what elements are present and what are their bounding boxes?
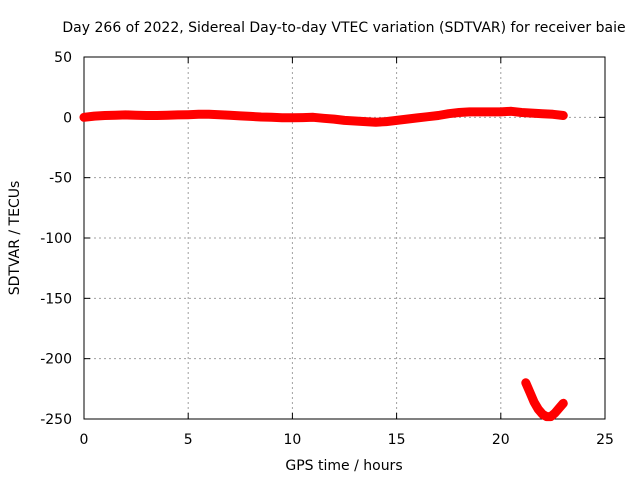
data-point: [257, 112, 266, 121]
data-point: [525, 388, 534, 397]
data-point: [330, 115, 339, 124]
data-point: [496, 107, 505, 116]
data-point: [205, 110, 214, 119]
data-point: [277, 113, 286, 122]
x-tick-label: 0: [80, 432, 89, 448]
data-point: [163, 111, 172, 120]
chart-title: Day 266 of 2022, Sidereal Day-to-day VTE…: [62, 20, 625, 36]
x-tick-label: 10: [283, 432, 301, 448]
data-point: [298, 113, 307, 122]
series-band: [521, 378, 568, 422]
y-tick-label: -100: [40, 231, 72, 247]
y-tick-label: -200: [40, 352, 72, 368]
data-point: [517, 108, 526, 117]
y-tick-label: 0: [63, 110, 72, 126]
data-point: [555, 404, 564, 413]
data-point: [184, 110, 193, 119]
data-point: [350, 116, 359, 125]
data-point: [423, 112, 432, 121]
data-point: [194, 110, 203, 119]
data-point: [121, 110, 130, 119]
y-axis-label: SDTVAR / TECUs: [7, 181, 23, 296]
data-point: [80, 113, 88, 122]
y-tick-label: -50: [49, 171, 72, 187]
data-point: [548, 110, 557, 119]
data-point: [319, 114, 328, 123]
data-point: [521, 378, 530, 387]
data-point: [309, 113, 318, 122]
data-point: [475, 107, 484, 116]
data-point: [538, 109, 547, 118]
data-point: [340, 116, 349, 125]
x-axis: 0 5 10 15 20 25: [80, 57, 614, 448]
data-point: [546, 412, 555, 421]
y-tick-label: -150: [40, 291, 72, 307]
x-tick-label: 15: [388, 432, 406, 448]
data-point: [403, 115, 412, 124]
data-point: [236, 111, 245, 120]
data-point: [550, 408, 559, 417]
data-point: [173, 110, 182, 119]
data-point: [152, 111, 161, 120]
data-point: [559, 111, 568, 120]
data-point: [455, 108, 464, 117]
data-point: [507, 107, 516, 116]
data-point: [434, 111, 443, 120]
data-point: [371, 118, 380, 127]
data-point: [142, 111, 151, 120]
data-point: [528, 109, 537, 118]
y-tick-label: -250: [40, 412, 72, 428]
x-tick-label: 20: [492, 432, 510, 448]
y-axis: 50 0 -50 -100 -150 -200 -250: [40, 50, 605, 428]
data-point: [486, 107, 495, 116]
data-point: [267, 113, 276, 122]
data-point: [530, 398, 539, 407]
data-point: [246, 112, 255, 121]
data-point: [111, 111, 120, 120]
data-point: [225, 111, 234, 120]
series-sdtvar: [79, 106, 568, 422]
x-tick-label: 25: [596, 432, 614, 448]
data-point: [132, 111, 141, 120]
data-point: [288, 113, 297, 122]
data-point: [465, 107, 474, 116]
data-point: [559, 399, 568, 408]
y-tick-label: 50: [54, 50, 72, 66]
data-point: [534, 405, 543, 414]
x-axis-label: GPS time / hours: [285, 458, 402, 474]
data-point: [413, 113, 422, 122]
data-point: [538, 410, 547, 419]
data-point: [392, 116, 401, 125]
data-point: [444, 109, 453, 118]
data-point: [100, 111, 109, 120]
data-point: [361, 117, 370, 126]
x-tick-label: 5: [184, 432, 193, 448]
data-point: [90, 112, 99, 121]
data-point: [215, 110, 224, 119]
data-point: [382, 117, 391, 126]
